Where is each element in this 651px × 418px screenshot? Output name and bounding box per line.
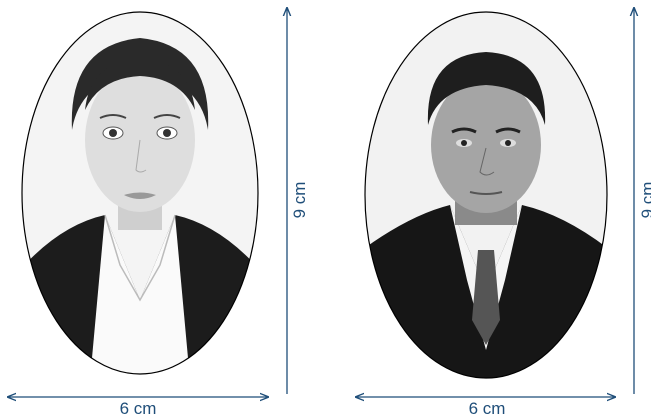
portrait-woman [22, 12, 258, 374]
portrait-man [365, 12, 607, 378]
width-label: 6 cm [120, 399, 157, 418]
oval-frame [364, 11, 608, 379]
height-label: 9 cm [290, 182, 309, 219]
oval-frame [21, 11, 259, 375]
width-label: 6 cm [469, 399, 506, 418]
height-label: 9 cm [638, 182, 651, 219]
